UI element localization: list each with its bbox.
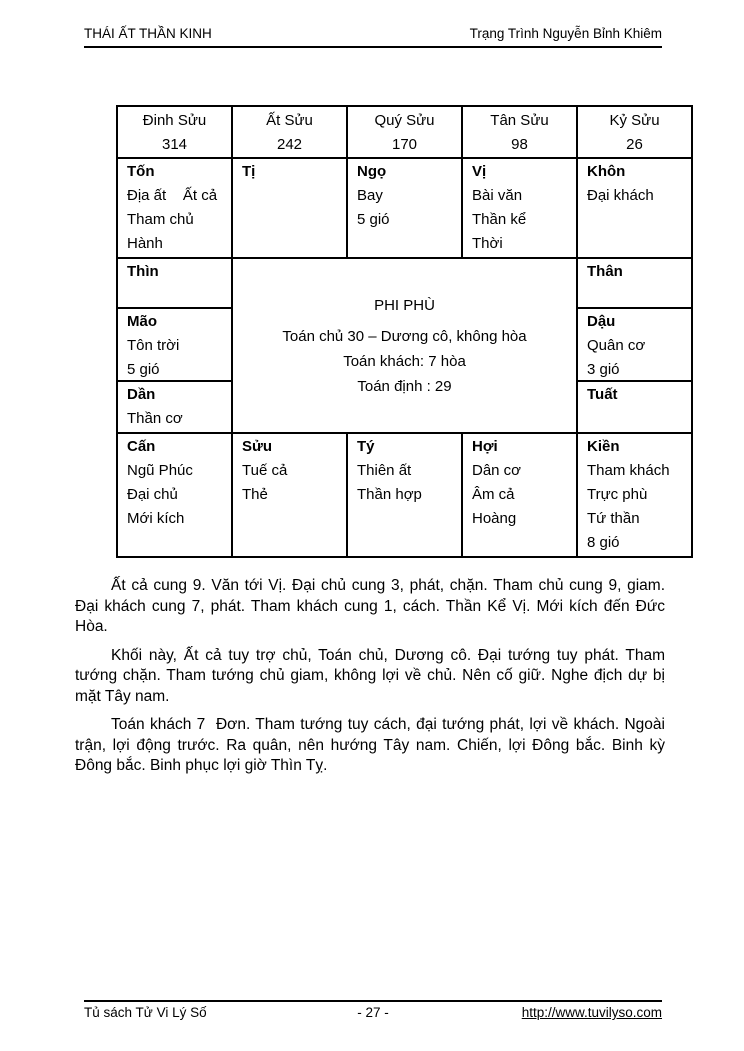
cell-ty: Tý Thiên ất Thần hợp [347,433,462,557]
cell-line: Quân cơ [587,337,646,354]
header-author: Trạng Trình Nguyễn Bỉnh Khiêm [469,26,662,41]
branch-label: Mão [127,313,157,330]
cell-line: Bài văn [472,187,523,204]
cell-line: Tuế cả [242,462,288,479]
page-footer: Tủ sách Tử Vi Lý Số - 27 - http://www.tu… [84,1000,662,1021]
cell-year-tan-suu: Tân Sửu 98 [462,106,577,158]
cell-line: Tham chủ [127,211,194,228]
toan-dinh-line: Toán định : 29 [357,377,452,395]
cell-line: Địa ất Ất cả [127,187,218,204]
cell-year-at-suu: Ất Sửu 242 [232,106,347,158]
cell-line: Tứ thần [587,510,640,527]
year-value: 242 [276,136,303,153]
year-value: 314 [161,136,188,153]
branch-label: Hợi [472,438,498,455]
cell-khon: Khôn Đại khách [577,158,692,258]
toan-khach-line: Toán khách: 7 hòa [343,352,466,370]
year-name: Quý Sửu [374,112,435,129]
page-header: THÁI ẤT THẦN KINH Trạng Trình Nguyễn Bỉn… [84,26,662,48]
cell-line: Thời [472,235,503,252]
year-name: Đinh Sửu [142,112,207,129]
year-name: Kỷ Sửu [609,112,660,129]
year-value: 98 [511,136,528,153]
phi-phu-chart-table: Đinh Sửu 314 Ất Sửu 242 Quý Sửu 170 Tân … [116,105,693,558]
cell-line: 8 gió [587,534,620,551]
footer-page-number: - 27 - [357,1005,389,1020]
cell-year-ky-suu: Kỷ Sửu 26 [577,106,692,158]
paragraph-2: Khối này, Ất cả tuy trợ chủ, Toán chủ, D… [75,646,665,705]
cell-line: Tham khách [587,462,670,479]
paragraph-1: Ất cả cung 9. Văn tới Vị. Đại chủ cung 3… [75,577,665,635]
branch-label: Tuất [587,386,618,403]
cell-line: 3 gió [587,361,620,378]
branch-label: Sửu [242,438,273,455]
paragraph-3: Toán khách 7 Đơn. Tham tướng tuy cách, đ… [75,716,665,774]
branch-label: Kiền [587,438,620,455]
cell-line: Thần kể [472,211,527,228]
branch-label: Khôn [587,163,626,180]
branch-label: Thìn [127,263,159,280]
cell-line: Dân cơ [472,462,522,479]
toan-chu-line: Toán chủ 30 – Dương cô, không hòa [282,327,527,345]
cell-line: 5 gió [357,211,390,228]
branch-label: Ngọ [357,163,387,180]
branch-label: Dậu [587,313,616,330]
cell-dan: Dần Thần cơ [117,381,232,433]
cell-kien: Kiền Tham khách Trực phù Tứ thần 8 gió [577,433,692,557]
branch-label: Dần [127,386,156,403]
cell-line: 5 gió [127,361,160,378]
cell-line: Hành [127,235,163,252]
cell-line: Thần cơ [127,410,183,427]
cell-year-quy-suu: Quý Sửu 170 [347,106,462,158]
body-text: Ất cả cung 9. Văn tới Vị. Đại chủ cung 3… [75,576,665,785]
cell-line: Trực phù [587,486,648,503]
phi-phu-title: PHI PHÙ [374,296,435,314]
cell-vi: Vị Bài văn Thần kể Thời [462,158,577,258]
footer-library-name: Tủ sách Tử Vi Lý Số [84,1005,207,1020]
cell-mao: Mão Tôn trời 5 gió [117,308,232,381]
header-book-title: THÁI ẤT THẦN KINH [84,26,212,41]
branch-label: Tý [357,438,375,455]
cell-suu: Sửu Tuế cả Thẻ [232,433,347,557]
cell-ngo: Ngọ Bay 5 gió [347,158,462,258]
cell-phi-phu-center: PHI PHÙ Toán chủ 30 – Dương cô, không hò… [232,258,577,433]
cell-line: Hoàng [472,510,517,527]
cell-line: Tôn trời [127,337,180,354]
cell-line: Âm cả [472,486,515,503]
cell-hoi: Hợi Dân cơ Âm cả Hoàng [462,433,577,557]
cell-line: Thẻ [242,486,268,503]
cell-line: Đại chủ [127,486,178,503]
year-name: Ất Sửu [266,112,313,129]
cell-tuat: Tuất [577,381,692,433]
cell-thin: Thìn [117,258,232,308]
cell-line: Ngũ Phúc [127,462,193,479]
cell-dau: Dậu Quân cơ 3 gió [577,308,692,381]
branch-label: Thân [587,263,623,280]
cell-line: Mới kích [127,510,185,527]
cell-ti: Tị [232,158,347,258]
cell-line: Đại khách [587,187,654,204]
footer-url-link[interactable]: http://www.tuvilyso.com [521,1005,663,1020]
branch-label: Tị [242,163,256,180]
branch-label: Tốn [127,163,155,180]
branch-label: Vị [472,163,487,180]
cell-line: Thiên ất [357,462,412,479]
year-name: Tân Sửu [490,112,549,129]
cell-can: Cấn Ngũ Phúc Đại chủ Mới kích [117,433,232,557]
year-value: 170 [391,136,418,153]
cell-than: Thân [577,258,692,308]
cell-line: Bay [357,187,383,204]
year-value: 26 [626,136,643,153]
cell-line: Thần hợp [357,486,422,503]
branch-label: Cấn [127,438,156,455]
cell-ton: Tốn Địa ất Ất cả Tham chủ Hành [117,158,232,258]
cell-year-dinh-suu: Đinh Sửu 314 [117,106,232,158]
